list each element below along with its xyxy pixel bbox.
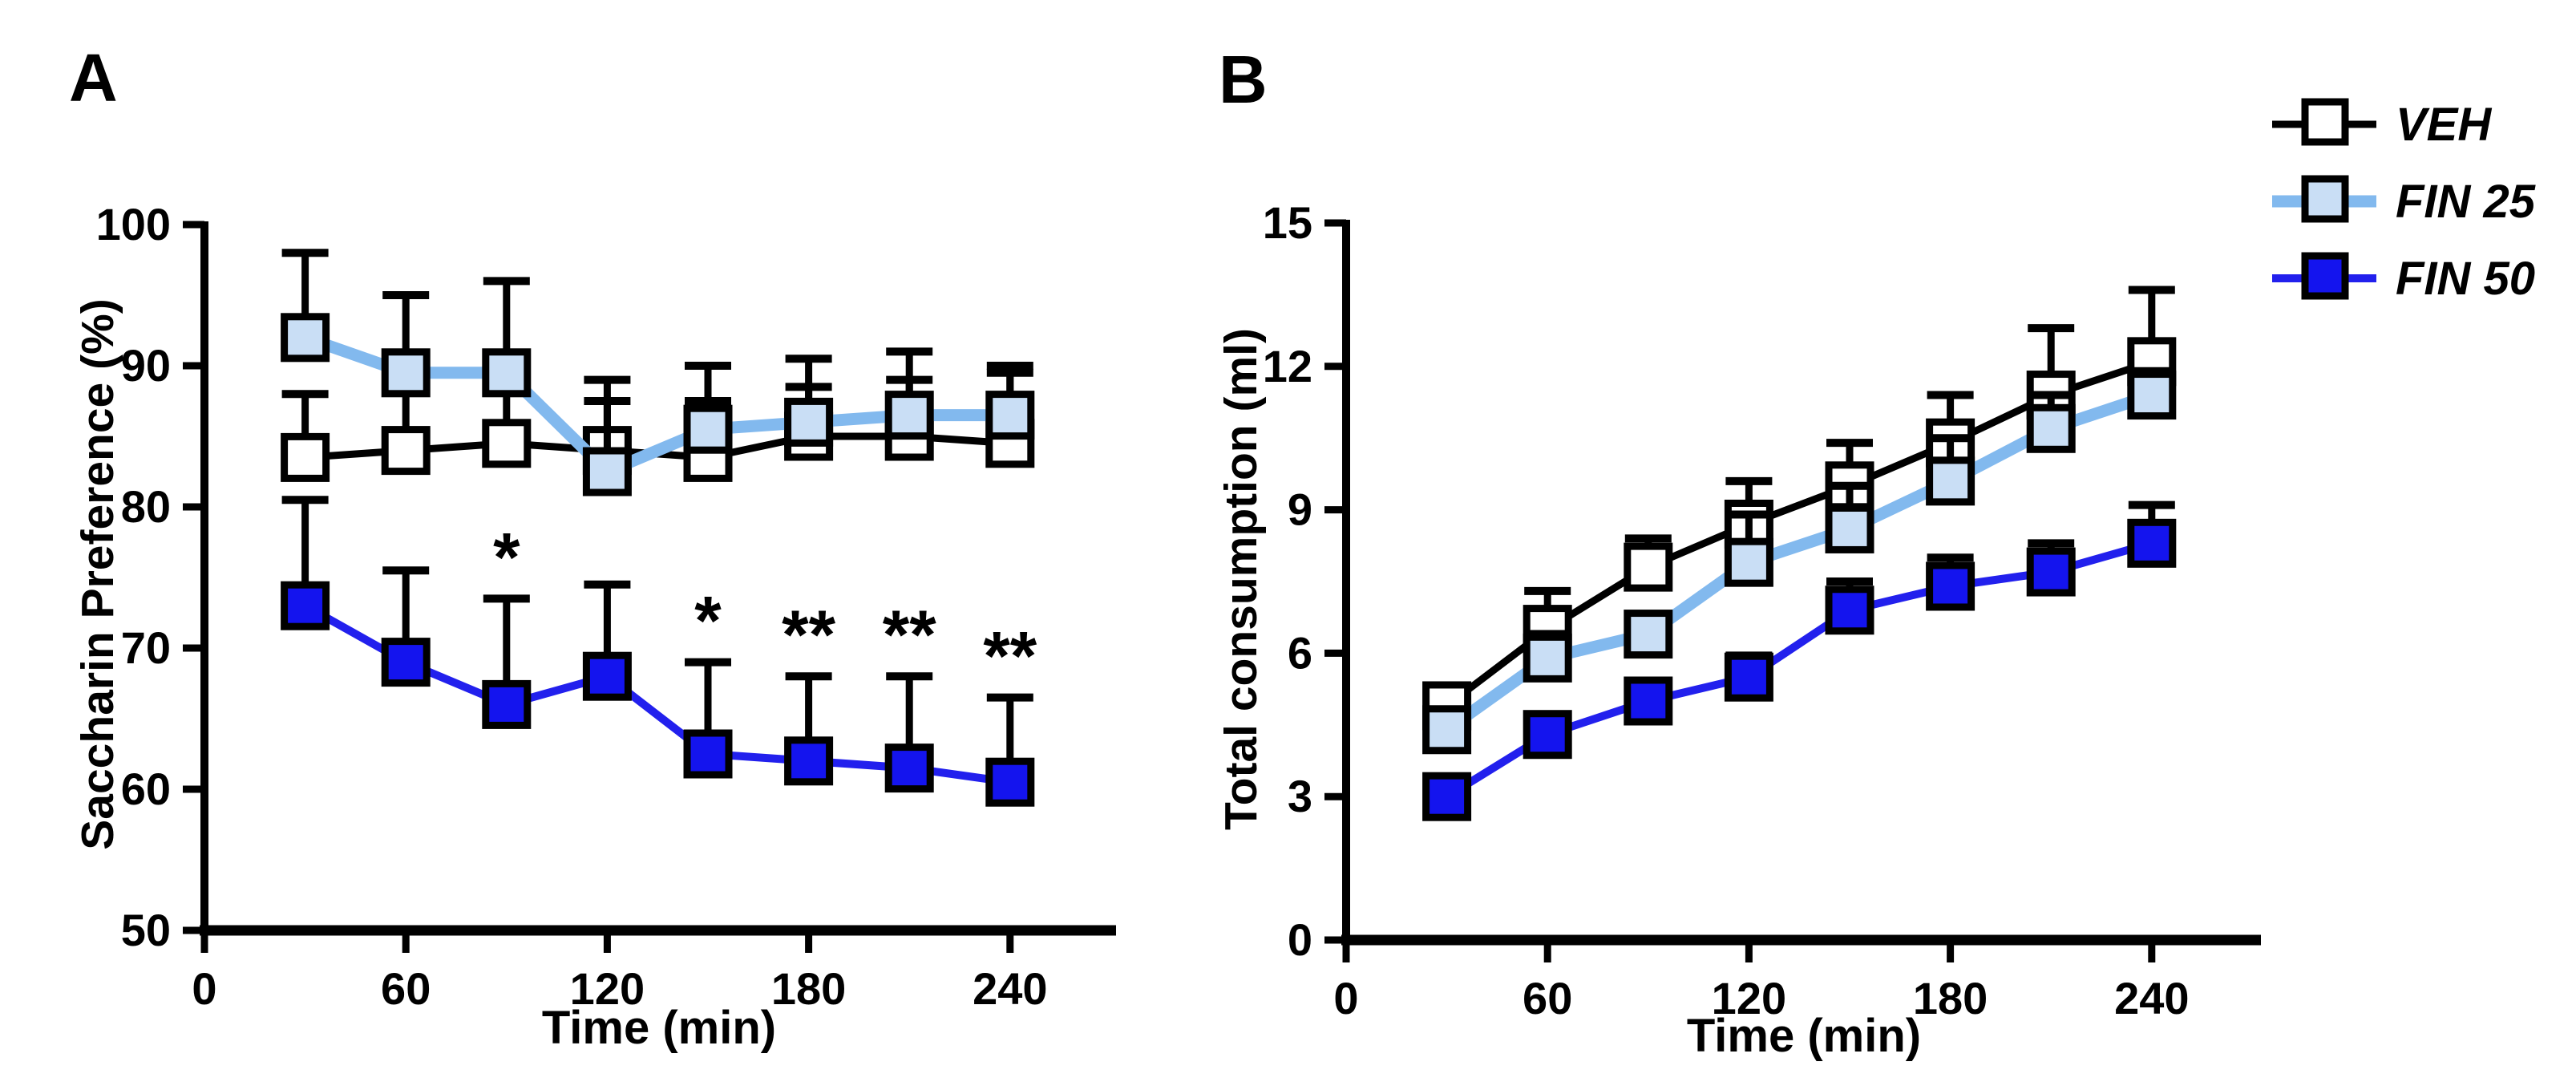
svg-text:0: 0 (1288, 914, 1312, 965)
legend-item-veh: VEH (2267, 95, 2535, 154)
svg-text:*: * (694, 583, 722, 660)
svg-text:0: 0 (192, 963, 216, 1014)
svg-text:240: 240 (973, 963, 1047, 1014)
svg-text:90: 90 (121, 340, 171, 391)
svg-text:180: 180 (1913, 973, 1988, 1023)
legend-item-fin25: FIN 25 (2267, 172, 2535, 231)
svg-text:120: 120 (570, 963, 645, 1014)
veh-marker-icon (2272, 98, 2376, 146)
panel-a-x-axis-title: Time (min) (541, 1002, 777, 1054)
fin25-marker-icon (2272, 175, 2376, 223)
svg-text:120: 120 (1712, 973, 1786, 1023)
svg-text:60: 60 (381, 963, 431, 1014)
svg-text:12: 12 (1263, 341, 1312, 391)
svg-text:180: 180 (771, 963, 846, 1014)
svg-text:9: 9 (1288, 484, 1312, 535)
svg-text:70: 70 (121, 622, 171, 673)
svg-text:0: 0 (1333, 973, 1358, 1023)
svg-text:60: 60 (1523, 973, 1572, 1023)
panel-b-label: B (1219, 42, 1268, 117)
fin50-marker-icon (2272, 252, 2376, 300)
svg-text:50: 50 (121, 905, 171, 955)
panel-b-x-axis-title: Time (min) (1686, 1010, 1922, 1062)
svg-text:240: 240 (2114, 973, 2189, 1023)
panel-a-label: A (69, 40, 118, 115)
svg-text:100: 100 (96, 199, 171, 249)
legend: VEH FIN 25 FIN 50 (2267, 95, 2535, 308)
svg-text:60: 60 (121, 764, 171, 814)
svg-text:15: 15 (1263, 197, 1312, 248)
legend-label-veh: VEH (2396, 98, 2492, 151)
legend-item-fin50: FIN 50 (2267, 249, 2535, 308)
svg-text:*: * (493, 519, 520, 596)
svg-text:**: ** (883, 597, 936, 674)
svg-text:80: 80 (121, 481, 171, 532)
legend-label-fin25: FIN 25 (2396, 175, 2536, 228)
svg-text:**: ** (983, 618, 1037, 695)
legend-label-fin50: FIN 50 (2396, 252, 2536, 305)
svg-text:**: ** (782, 597, 835, 674)
svg-text:6: 6 (1288, 627, 1312, 678)
svg-text:3: 3 (1288, 771, 1312, 821)
